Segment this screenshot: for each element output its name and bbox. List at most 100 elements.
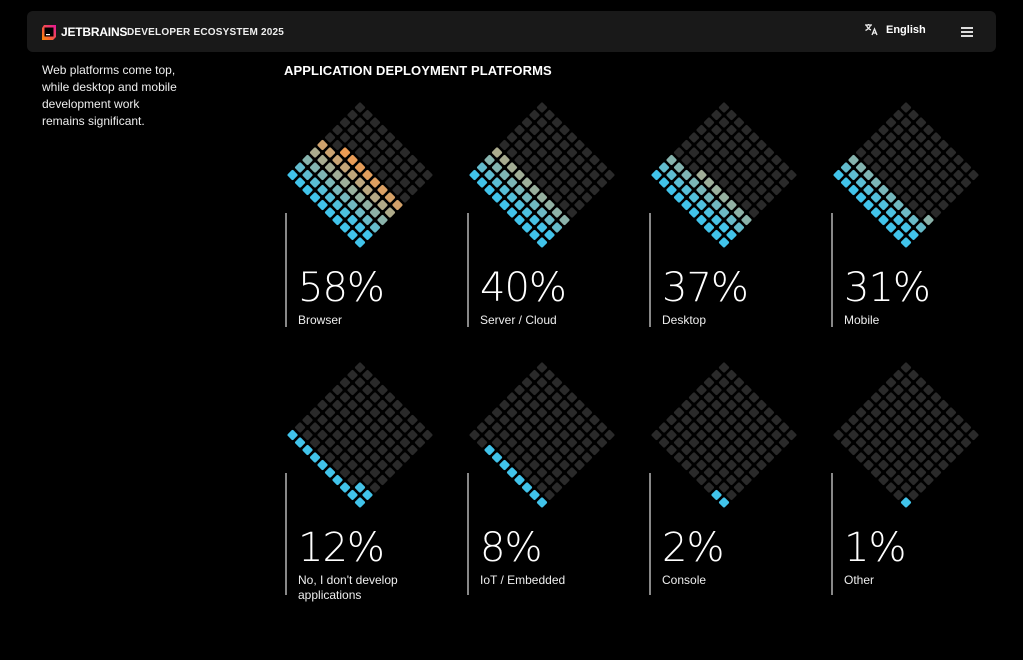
waffle-cell-filled <box>339 222 351 233</box>
waffle-cell-empty <box>726 414 737 426</box>
jetbrains-logo[interactable] <box>41 24 57 40</box>
waffle-cell-empty <box>295 422 306 433</box>
waffle-cell-empty <box>559 169 570 181</box>
waffle-cell-empty <box>923 444 934 456</box>
waffle-cell-empty <box>369 407 381 418</box>
waffle-cell-empty <box>407 184 418 196</box>
hamburger-menu-icon[interactable] <box>961 25 973 37</box>
waffle-cell-empty <box>544 444 555 456</box>
waffle-cell-filled <box>514 214 525 226</box>
waffle-cell-filled <box>339 177 351 188</box>
waffle-cell-empty <box>521 132 533 143</box>
waffle-cell-empty <box>726 110 737 121</box>
waffle-cell-empty <box>786 169 797 181</box>
waffle-cell-filled <box>354 497 366 508</box>
waffle-cell-empty <box>362 429 373 441</box>
waffle-cell-empty <box>763 437 775 448</box>
waffle-cell-empty <box>945 452 957 463</box>
waffle-cell-filled <box>923 214 934 226</box>
waffle-cell-filled <box>491 177 503 188</box>
waffle-cell-empty <box>748 407 760 418</box>
waffle-cell-empty <box>666 444 677 456</box>
waffle-cell-empty <box>536 117 548 128</box>
waffle-cell-empty <box>604 429 615 441</box>
waffle-cell-empty <box>414 177 425 188</box>
waffle-cell-empty <box>559 459 570 471</box>
waffle-cell-empty <box>566 467 578 478</box>
waffle-cell-empty <box>354 407 366 418</box>
waffle-cell-empty <box>559 414 570 426</box>
waffle-cell-filled <box>718 207 730 218</box>
waffle-cell-filled <box>499 459 510 471</box>
percentage-value: 1% <box>844 525 906 571</box>
waffle-cell-empty <box>870 132 882 143</box>
waffle-cell-empty <box>938 459 949 471</box>
waffle-cell-empty <box>521 437 533 448</box>
waffle-cell-filled <box>673 192 685 203</box>
waffle-cell-filled <box>551 222 563 233</box>
waffle-cell-empty <box>506 407 518 418</box>
waffle-cell-empty <box>536 407 548 418</box>
percentage-value: 8% <box>480 525 542 571</box>
waffle-cell-filled <box>302 154 313 166</box>
waffle-cell-empty <box>324 132 336 143</box>
waffle-cell-filled <box>369 222 381 233</box>
waffle-cell-filled <box>324 467 336 478</box>
waffle-cell-empty <box>332 399 343 411</box>
waffle-cell-filled <box>514 169 525 181</box>
waffle-cell-filled <box>309 147 321 158</box>
waffle-cell-empty <box>923 474 934 486</box>
waffle-cell-empty <box>521 162 533 173</box>
waffle-cell-empty <box>726 124 737 136</box>
waffle-cell-empty <box>741 459 752 471</box>
waffle-cell-empty <box>778 177 789 188</box>
waffle-cell-empty <box>339 132 351 143</box>
waffle-cell-filled <box>696 169 707 181</box>
waffle-cell-filled <box>711 184 722 196</box>
waffle-cell-filled <box>703 192 715 203</box>
waffle-cell-empty <box>491 407 503 418</box>
brand-name[interactable]: JETBRAINS <box>61 25 128 39</box>
percentage-value: 12% <box>298 525 385 571</box>
waffle-cell-empty <box>407 169 418 181</box>
waffle-cell-empty <box>900 392 912 403</box>
waffle-cell-filled <box>696 184 707 196</box>
waffle-cell-empty <box>900 452 912 463</box>
waffle-cell-filled <box>848 169 859 181</box>
waffle-cell-empty <box>659 422 670 433</box>
waffle-cell-empty <box>915 192 927 203</box>
waffle-cell-empty <box>908 139 919 151</box>
waffle-cell-empty <box>756 154 767 166</box>
report-title[interactable]: DEVELOPER ECOSYSTEM 2025 <box>127 27 285 38</box>
waffle-cell-empty <box>589 414 600 426</box>
waffle-cell-empty <box>666 414 677 426</box>
waffle-cell-empty <box>514 459 525 471</box>
waffle-cell-empty <box>536 102 548 113</box>
waffle-cell-empty <box>309 437 321 448</box>
waffle-cell-empty <box>726 370 737 381</box>
waffle-cell-empty <box>559 429 570 441</box>
waffle-cell-filled <box>559 214 570 226</box>
waffle-cell-empty <box>915 117 927 128</box>
waffle-cell-empty <box>756 414 767 426</box>
waffle-cell-filled <box>384 207 396 218</box>
waffle-cell-empty <box>529 124 540 136</box>
waffle-cell-empty <box>938 429 949 441</box>
waffle-cell-empty <box>703 482 715 493</box>
waffle-cell-empty <box>317 429 328 441</box>
waffle-cell-empty <box>392 169 403 181</box>
waffle-cell-empty <box>688 392 700 403</box>
language-selector[interactable]: English <box>864 23 926 36</box>
waffle-cell-empty <box>332 414 343 426</box>
waffle-cell-empty <box>354 147 366 158</box>
waffle-cell-empty <box>559 384 570 396</box>
waffle-cell-empty <box>908 459 919 471</box>
waffle-cell-empty <box>718 177 730 188</box>
waffle-cell-empty <box>953 429 964 441</box>
waffle-cell-empty <box>938 199 949 211</box>
waffle-cell-filled <box>332 199 343 211</box>
waffle-cell-empty <box>930 452 942 463</box>
waffle-cell-filled <box>726 214 737 226</box>
waffle-cell-filled <box>499 199 510 211</box>
waffle-cell-empty <box>514 399 525 411</box>
